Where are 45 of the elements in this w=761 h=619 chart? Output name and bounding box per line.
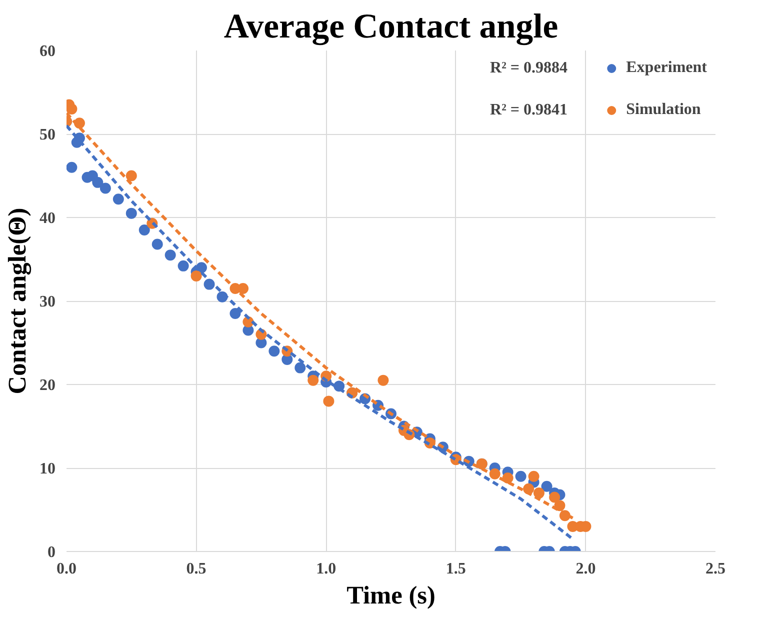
point	[126, 208, 137, 219]
y-tick-label: 10	[40, 460, 56, 478]
x-tick-label: 1.5	[446, 560, 466, 578]
point	[66, 103, 78, 114]
point	[138, 224, 150, 236]
point	[554, 500, 566, 512]
y-tick-label: 60	[40, 43, 56, 60]
annotation: R² = 0.9884	[490, 60, 568, 77]
x-tick-label: 0.0	[56, 560, 76, 578]
chart-title: Average Contact angle	[224, 8, 558, 46]
point	[378, 374, 389, 386]
point	[549, 492, 560, 503]
point	[515, 470, 526, 482]
legend-label: Simulation	[626, 101, 701, 119]
point	[268, 346, 280, 357]
point	[533, 488, 544, 499]
y-tick-label: 40	[40, 210, 56, 227]
x-axis-title: Time (s)	[346, 582, 436, 610]
point	[126, 170, 137, 182]
y-axis-title: Contact angle(Θ)	[4, 208, 32, 394]
y-tick-label: 0	[48, 544, 56, 561]
annotation: R² = 0.9841	[490, 102, 568, 119]
point	[152, 238, 163, 250]
point	[66, 162, 78, 173]
point	[294, 362, 306, 374]
y-tick-label: 20	[40, 377, 56, 394]
y-tick-label: 50	[40, 126, 56, 144]
x-tick-label: 2.0	[576, 560, 596, 578]
point	[190, 270, 202, 282]
point	[92, 176, 104, 188]
point	[541, 480, 552, 492]
x-tick-label: 0.5	[186, 560, 206, 578]
x-tick-label: 2.5	[706, 560, 726, 578]
point	[308, 374, 319, 386]
point	[164, 250, 176, 261]
point	[238, 282, 249, 294]
y-tick-label: 30	[40, 294, 56, 310]
x-tick-label: 1.0	[316, 560, 336, 578]
point	[100, 182, 111, 194]
point	[323, 396, 334, 407]
legend-label: Experiment	[626, 59, 707, 77]
point	[528, 470, 540, 482]
point	[230, 308, 241, 320]
point	[112, 194, 124, 205]
point	[178, 260, 189, 272]
